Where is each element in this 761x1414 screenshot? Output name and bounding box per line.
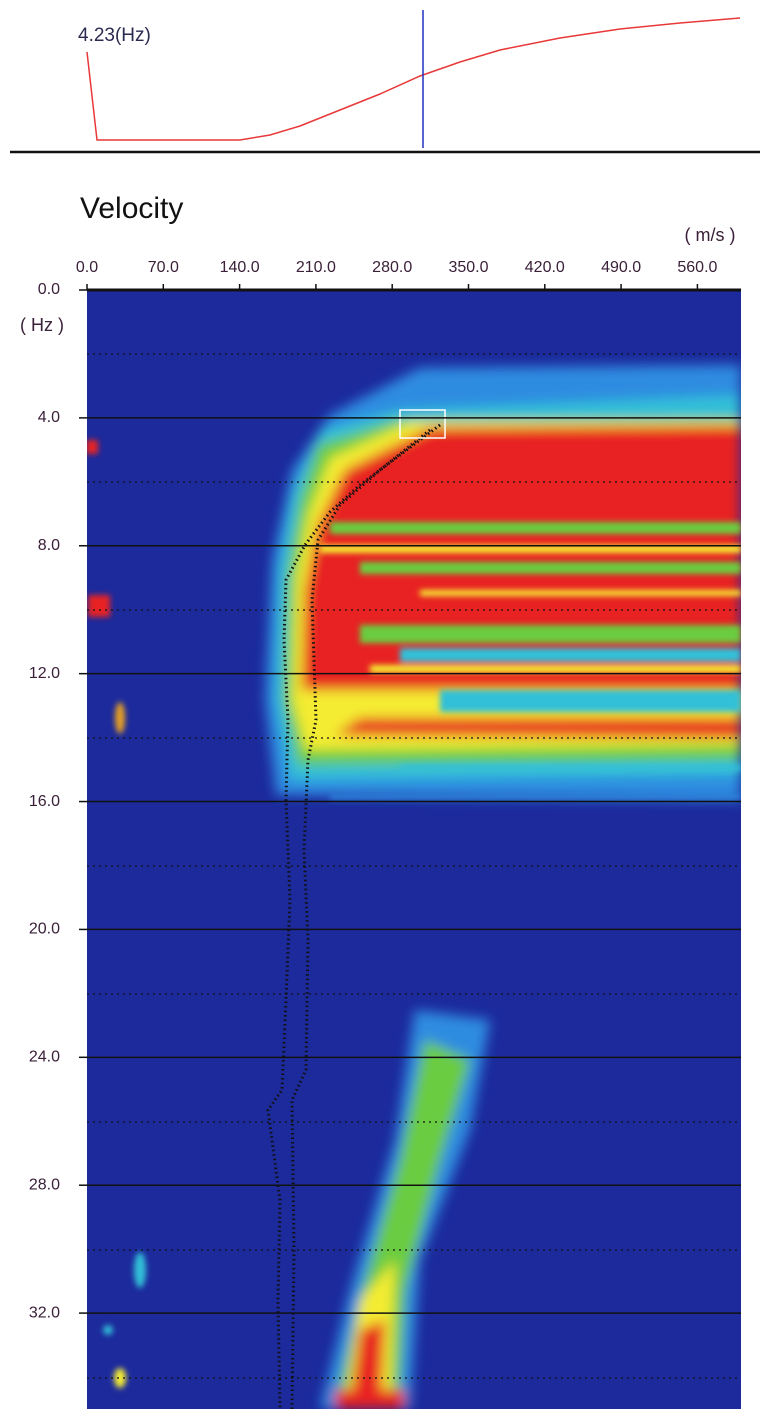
minor-grid — [87, 353, 741, 1379]
y-tick-label: 32.0 — [29, 1304, 60, 1321]
annotation: 4.23(Hz) — [78, 25, 151, 46]
x-axis-label: ( m/s ) — [685, 225, 736, 245]
x-tick-label: 280.0 — [372, 259, 412, 276]
y-tick-label: 0.0 — [38, 281, 60, 298]
chart-title: Velocity — [80, 192, 183, 225]
pick-line — [266, 423, 441, 1409]
x-tick-label: 560.0 — [677, 259, 717, 276]
y-tick-label: 24.0 — [29, 1049, 60, 1066]
x-tick-label: 490.0 — [601, 259, 641, 276]
selection-box — [399, 409, 446, 439]
heatmap — [87, 291, 741, 1409]
y-tick-label: 4.0 — [38, 409, 60, 426]
y-tick-label: 28.0 — [29, 1176, 60, 1193]
y-axis-label: ( Hz ) — [20, 315, 64, 335]
x-tick-label: 210.0 — [296, 259, 336, 276]
top-curve — [86, 17, 741, 141]
x-tick-label: 140.0 — [220, 259, 260, 276]
y-tick-label: 16.0 — [29, 793, 60, 810]
x-tick-label: 70.0 — [148, 259, 179, 276]
x-tick-label: 420.0 — [525, 259, 565, 276]
y-tick-label: 8.0 — [38, 537, 60, 554]
y-tick-label: 12.0 — [29, 665, 60, 682]
x-tick-label: 350.0 — [448, 259, 488, 276]
y-tick-label: 20.0 — [29, 921, 60, 938]
pick-line — [290, 428, 431, 1409]
x-tick-label: 0.0 — [76, 259, 98, 276]
